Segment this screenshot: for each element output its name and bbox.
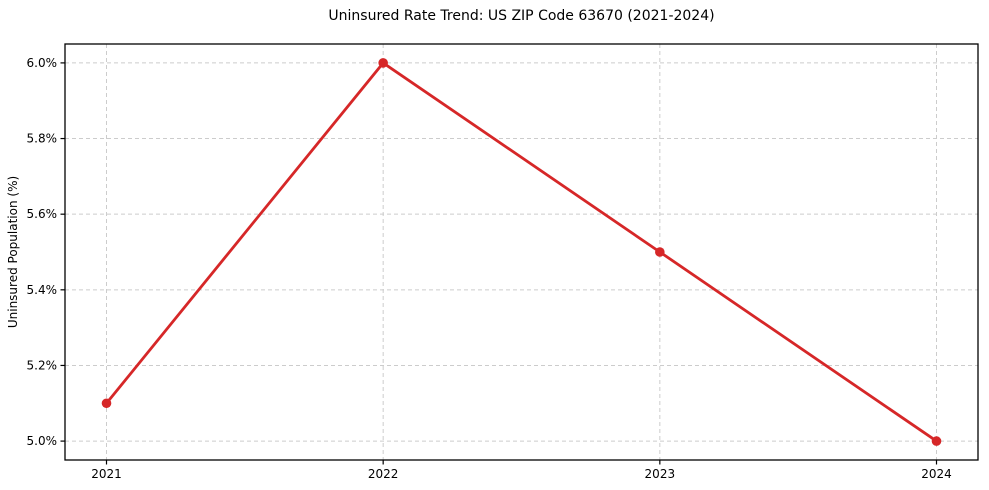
y-tick-label: 5.4% — [27, 283, 58, 297]
data-point-marker — [655, 247, 665, 257]
chart-title: Uninsured Rate Trend: US ZIP Code 63670 … — [328, 8, 715, 24]
y-tick-label: 5.8% — [27, 132, 58, 146]
plot-border — [64, 43, 979, 461]
data-point-marker — [378, 58, 388, 68]
y-tick-label: 6.0% — [27, 56, 58, 70]
x-tick-label: 2021 — [91, 467, 122, 481]
y-tick-label: 5.0% — [27, 434, 58, 448]
y-tick-label: 5.6% — [27, 207, 58, 221]
x-tick-label: 2024 — [921, 467, 952, 481]
trend-line — [105, 61, 938, 443]
data-point-marker — [931, 436, 942, 446]
x-tick-label: 2022 — [368, 467, 399, 481]
x-tick-label: 2023 — [645, 467, 676, 481]
data-point-marker — [101, 398, 112, 409]
y-tick-label: 5.2% — [27, 358, 58, 372]
